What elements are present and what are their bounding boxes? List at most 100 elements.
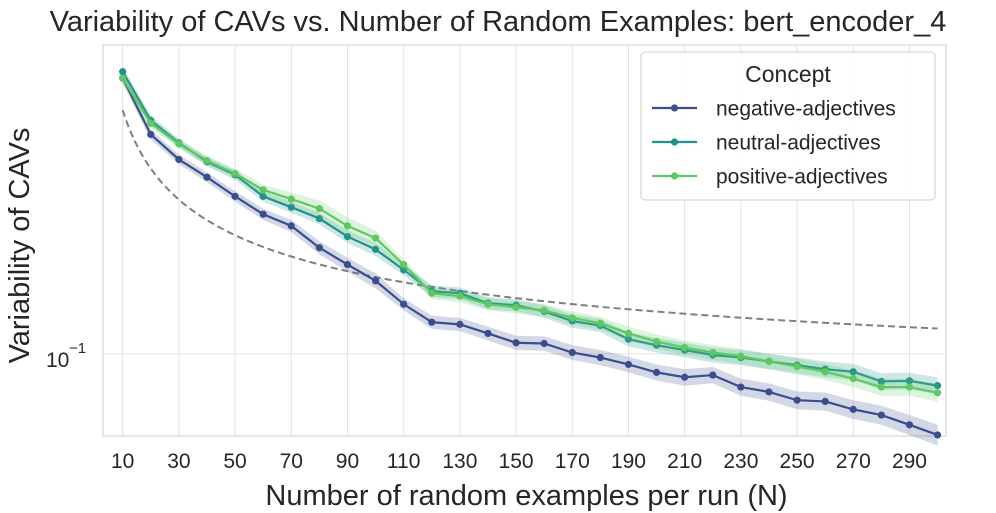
data-point — [287, 222, 295, 230]
x-tick-label: 110 — [387, 450, 420, 473]
x-tick-label: 170 — [555, 450, 590, 473]
legend-swatch-marker — [670, 104, 679, 112]
legend-item: negative-adjectives — [652, 98, 896, 121]
data-point — [596, 319, 604, 327]
data-point — [203, 156, 211, 165]
data-point — [259, 210, 267, 218]
data-point — [400, 300, 408, 308]
data-point — [905, 421, 914, 429]
data-point — [596, 353, 604, 362]
x-tick-label: 210 — [667, 450, 702, 473]
data-point — [484, 329, 492, 338]
data-point — [793, 396, 801, 404]
data-point — [568, 314, 576, 322]
data-point — [765, 388, 773, 396]
x-tick-label: 10 — [111, 450, 134, 473]
x-tick-labels: 10 30 50 70 90 110 130 150 170 190 210 230 250 270 290 — [111, 450, 927, 473]
data-point — [821, 397, 829, 406]
data-point — [793, 362, 801, 371]
data-point — [512, 303, 520, 311]
data-point — [175, 155, 183, 164]
data-point — [624, 360, 633, 369]
x-tick-label: 190 — [611, 450, 646, 473]
data-point — [905, 383, 914, 391]
legend-swatch-marker — [670, 172, 679, 180]
data-point — [737, 352, 745, 360]
data-point — [624, 335, 633, 343]
data-point — [624, 329, 633, 338]
data-point — [400, 266, 408, 274]
data-point — [315, 244, 323, 252]
data-point — [119, 74, 127, 82]
data-point — [933, 431, 942, 439]
data-point — [371, 277, 380, 285]
data-point — [765, 357, 773, 365]
y-tick-label-exponent: −1 — [69, 340, 86, 357]
legend-label: negative-adjectives — [716, 98, 896, 121]
data-point — [231, 169, 239, 178]
legend-label: neutral-adjectives — [716, 132, 881, 155]
x-tick-label: 50 — [223, 450, 246, 473]
data-point — [400, 260, 408, 269]
data-point — [905, 377, 914, 385]
data-point — [119, 68, 127, 76]
legend-box — [640, 51, 936, 201]
data-point — [849, 375, 857, 383]
series-positive-adjectives — [119, 73, 942, 402]
data-point — [652, 368, 661, 376]
x-tick-label: 90 — [336, 450, 359, 473]
data-point — [540, 306, 548, 314]
x-axis-label: Number of random examples per run (N) — [265, 480, 787, 512]
data-point — [315, 214, 323, 223]
data-point — [933, 389, 942, 397]
data-point — [540, 339, 548, 348]
data-point — [343, 232, 352, 241]
reference-curve — [121, 109, 938, 330]
x-tick-label: 290 — [892, 450, 927, 473]
data-point — [877, 377, 885, 386]
legend-swatch-marker — [670, 138, 679, 146]
x-tick-label: 70 — [280, 450, 303, 473]
data-point — [681, 373, 689, 381]
data-point — [709, 348, 717, 357]
data-point — [877, 383, 885, 391]
data-point — [456, 292, 464, 300]
data-point — [371, 245, 380, 253]
data-point — [287, 203, 295, 211]
data-point — [821, 368, 829, 376]
data-point — [371, 234, 380, 242]
y-tick-label: 10−1 — [46, 340, 86, 372]
data-point — [259, 192, 267, 200]
x-tick-label: 150 — [499, 450, 534, 473]
data-point — [175, 140, 183, 148]
data-point — [568, 348, 576, 357]
x-tick-label: 270 — [836, 450, 871, 473]
data-point — [456, 320, 464, 328]
series-line — [121, 77, 938, 436]
data-point — [231, 192, 239, 200]
data-point — [428, 289, 436, 297]
data-point — [147, 130, 155, 139]
y-axis-label: Variability of CAVs — [4, 128, 36, 364]
y-tick-label-base: 10 — [46, 349, 69, 372]
series-line — [121, 77, 938, 394]
data-point — [652, 337, 661, 346]
legend-item: neutral-adjectives — [652, 132, 881, 155]
data-point — [315, 204, 323, 213]
data-point — [343, 222, 352, 230]
legend-label: positive-adjectives — [716, 166, 888, 189]
x-tick-label: 30 — [167, 450, 190, 473]
data-point — [709, 371, 717, 379]
data-point — [343, 260, 352, 269]
legend-title: Concept — [745, 61, 831, 87]
chart-title: Variability of CAVs vs. Number of Random… — [50, 6, 947, 38]
x-tick-label: 250 — [780, 450, 815, 473]
data-point — [484, 300, 492, 308]
data-point — [428, 318, 436, 326]
data-point — [147, 119, 155, 127]
x-tick-label: 230 — [723, 450, 758, 473]
data-point — [737, 383, 745, 391]
data-point — [933, 382, 942, 390]
data-point — [849, 368, 857, 376]
